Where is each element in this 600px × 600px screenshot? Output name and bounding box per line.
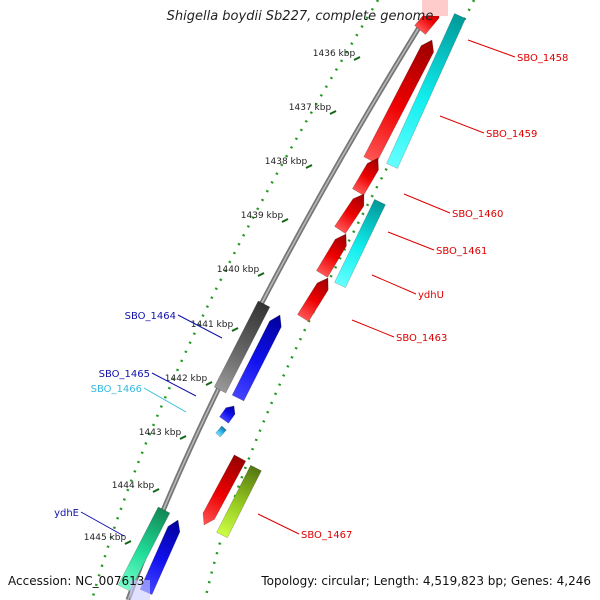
gene-label-sbo_1459: SBO_1459: [439, 115, 537, 140]
tick-label: 1442 kbp: [165, 374, 208, 384]
gene-label-sbo_1463: SBO_1463: [351, 319, 447, 344]
leader-line: [371, 274, 417, 295]
gene-label-sbo_1458: SBO_1458: [467, 39, 568, 64]
tick-ring: [90, 0, 476, 600]
genome-backbone: [125, 0, 439, 600]
gene-label-sbo_1466: SBO_1466: [91, 384, 187, 413]
gene-name: SBO_1459: [486, 129, 537, 140]
leader-line: [80, 511, 125, 537]
gene-name: SBO_1461: [436, 246, 487, 257]
tick-label: 1438 kbp: [265, 157, 308, 167]
cds-ydhU: [316, 233, 347, 278]
cds-sbo1465: [219, 405, 236, 424]
backbone-highlight: [127, 0, 437, 600]
leader-line: [177, 314, 223, 339]
tick-mark: [281, 218, 289, 223]
leader-line: [351, 319, 395, 338]
gene-label-ydhu: ydhU: [371, 274, 444, 301]
cds-sbo1466: [215, 425, 227, 438]
cds-sbo1463: [297, 277, 329, 322]
tick-label: 1444 kbp: [112, 481, 155, 491]
leader-line: [403, 193, 451, 214]
tick-label: 1441 kbp: [191, 320, 234, 330]
tick-mark: [329, 110, 337, 115]
tick-label: 1437 kbp: [289, 103, 332, 113]
feature-fade-bottom: [130, 580, 150, 600]
gene-name: SBO_1465: [99, 369, 150, 380]
cds-sbo1461: [334, 193, 365, 235]
feature-teal: [117, 506, 171, 592]
tick-mark: [179, 435, 187, 440]
tick-mark: [152, 488, 160, 493]
feature-cyan-top: [386, 13, 466, 169]
gene-name: ydhU: [418, 290, 444, 301]
accession-label: Accession: NC_007613: [8, 574, 145, 588]
tick-label: 1440 kbp: [217, 265, 260, 275]
leader-line: [387, 231, 435, 251]
cds-sbo1460: [351, 157, 379, 196]
tick-labels: 1436 kbp 1437 kbp 1438 kbp 1439 kbp 1440 kbp…: [84, 49, 361, 545]
tick-mark: [231, 327, 239, 332]
gene-name: SBO_1460: [452, 209, 503, 220]
leader-line: [151, 372, 197, 397]
gene-label-sbo_1465: SBO_1465: [99, 369, 197, 397]
backbone-line: [125, 0, 439, 600]
cds-sbo1467: [202, 454, 247, 526]
gene-name: ydhE: [54, 508, 79, 519]
gene-label-sbo_1467: SBO_1467: [257, 513, 352, 541]
tick-mark: [305, 164, 313, 169]
tick-mark: [353, 56, 361, 61]
leader-line: [467, 39, 516, 58]
leader-line: [257, 513, 300, 535]
feature-green: [216, 464, 262, 539]
leader-line: [439, 115, 485, 134]
tick-label: 1443 kbp: [139, 428, 182, 438]
feature-layer: [117, 0, 466, 600]
feature-fade: [422, 0, 448, 16]
genome-summary: Topology: circular; Length: 4,519,823 bp…: [261, 574, 591, 588]
tick-mark: [205, 381, 213, 386]
gene-label-sbo_1464: SBO_1464: [125, 311, 223, 339]
feature-cyan-mid: [334, 198, 386, 289]
gene-name: SBO_1467: [301, 530, 352, 541]
tick-label: 1445 kbp: [84, 533, 127, 543]
gene-name: SBO_1466: [91, 384, 142, 395]
gene-name: SBO_1458: [517, 53, 568, 64]
leader-line: [143, 387, 187, 413]
feature-gray: [213, 300, 271, 394]
tick-mark: [257, 272, 265, 277]
tick-label: 1436 kbp: [313, 49, 356, 59]
map-title: Shigella boydii Sb227, complete genome: [166, 9, 434, 24]
gene-name: SBO_1464: [125, 311, 176, 322]
gene-labels: SBO_1458 SBO_1459 SBO_1460 SBO_1461 ydhU SBO_…: [54, 39, 568, 541]
gene-name: SBO_1463: [396, 333, 447, 344]
gene-label-sbo_1461: SBO_1461: [387, 231, 487, 257]
tick-mark: [124, 540, 132, 545]
gene-label-ydhe: ydhE: [54, 508, 125, 537]
gene-label-sbo_1460: SBO_1460: [403, 193, 503, 220]
cds-sbo1464: [231, 314, 282, 402]
tick-label: 1439 kbp: [241, 211, 284, 221]
